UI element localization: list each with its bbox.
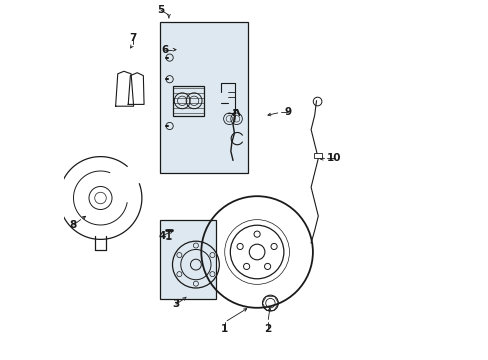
Bar (313, 153, 321, 158)
Text: 10: 10 (326, 153, 341, 163)
Text: 1: 1 (221, 324, 228, 334)
Text: 4: 4 (159, 231, 166, 241)
Text: 2: 2 (264, 324, 271, 334)
Text: 8: 8 (70, 220, 77, 230)
Bar (160, 22, 247, 173)
Text: 3: 3 (172, 299, 180, 309)
Bar (173, 85, 203, 116)
Text: 9: 9 (284, 107, 291, 117)
Text: 6: 6 (161, 45, 168, 55)
Text: 5: 5 (157, 5, 164, 15)
Text: 7: 7 (129, 33, 136, 43)
Bar (160, 220, 215, 299)
